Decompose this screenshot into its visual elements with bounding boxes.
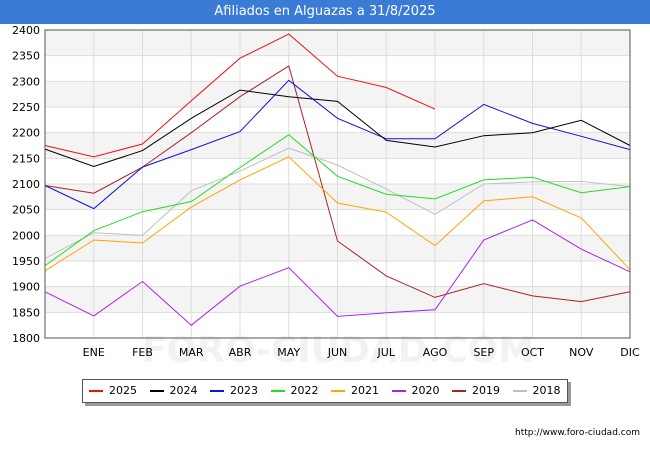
- series-line-2023: [44, 79, 631, 210]
- legend-swatch: [270, 390, 285, 392]
- watermark: FORO-CIUDAD.COM: [142, 330, 534, 371]
- legend-swatch: [452, 390, 466, 392]
- source-url: http://www.foro-ciudad.com: [515, 428, 640, 438]
- y-tick-label: 1850: [12, 306, 40, 319]
- x-tick-label: NOV: [569, 346, 594, 359]
- x-tick-label: ABR: [229, 346, 252, 359]
- x-tick-label: ENE: [83, 346, 105, 359]
- chart-title: Afiliados en Alguazas a 31/8/2025: [0, 0, 650, 24]
- y-tick-labels: 1800 1850 1900 1950 2000 2050 2100 2150 2200 2250…: [12, 24, 40, 345]
- legend-item-2018: 2018: [512, 380, 561, 402]
- x-tick-label: JUN: [327, 346, 348, 359]
- legend-label: 2024: [169, 384, 198, 397]
- legend-swatch: [512, 390, 527, 392]
- y-tick-label: 2100: [12, 178, 40, 191]
- legend-swatch: [149, 390, 164, 392]
- legend-label: 2022: [290, 384, 319, 397]
- y-tick-label: 2000: [12, 229, 40, 242]
- y-tick-label: 2400: [12, 24, 40, 37]
- x-tick-label: JUL: [377, 346, 396, 359]
- legend-item-2022: 2022: [270, 380, 319, 402]
- y-tick-label: 1800: [12, 332, 40, 345]
- legend-swatch: [89, 390, 103, 392]
- series-line-2025: [44, 33, 436, 158]
- x-tick-labels: ENE FEB MAR ABR MAY JUN JUL AGO SEP OCT NOV DIC: [83, 346, 640, 359]
- legend-label: 2025: [109, 384, 137, 397]
- y-tick-label: 2350: [12, 50, 40, 63]
- legend-item-2019: 2019: [452, 380, 500, 402]
- series-line-2020: [44, 219, 631, 326]
- series-line-2022: [44, 134, 631, 267]
- legend-swatch: [391, 390, 406, 392]
- legend-label: 2023: [230, 384, 258, 397]
- legend-item-2023: 2023: [210, 380, 258, 402]
- plot-border: [44, 29, 631, 339]
- y-tick-label: 2300: [12, 75, 40, 88]
- y-tick-label: 2250: [12, 101, 40, 114]
- y-tick-label: 1950: [12, 255, 40, 268]
- series-lines: [44, 33, 631, 326]
- x-tick-label: SEP: [473, 346, 494, 359]
- legend-item-2020: 2020: [391, 380, 440, 402]
- legend: 2025 2024 2023 2022 2021 2020 2019 2018: [82, 379, 568, 403]
- series-line-2024: [44, 89, 631, 168]
- legend-swatch: [331, 390, 345, 392]
- x-tick-label: FEB: [132, 346, 153, 359]
- y-tick-label: 2200: [12, 127, 40, 140]
- legend-label: 2021: [351, 384, 379, 397]
- y-tick-label: 2150: [12, 152, 40, 165]
- x-tick-label: MAR: [179, 346, 204, 359]
- x-tick-label: MAY: [277, 346, 300, 359]
- y-tick-label: 1900: [12, 281, 40, 294]
- legend-item-2021: 2021: [331, 380, 379, 402]
- legend-label: 2018: [532, 384, 561, 397]
- legend-item-2025: 2025: [89, 380, 137, 402]
- legend-item-2024: 2024: [149, 380, 198, 402]
- x-tick-label: OCT: [521, 346, 544, 359]
- legend-swatch: [210, 390, 224, 392]
- legend-label: 2020: [411, 384, 440, 397]
- legend-label: 2019: [472, 384, 500, 397]
- y-tick-label: 2050: [12, 204, 40, 217]
- x-tick-label: DIC: [620, 346, 640, 359]
- series-line-2021: [44, 156, 631, 272]
- series-line-2018: [44, 147, 631, 259]
- x-tick-label: AGO: [423, 346, 448, 359]
